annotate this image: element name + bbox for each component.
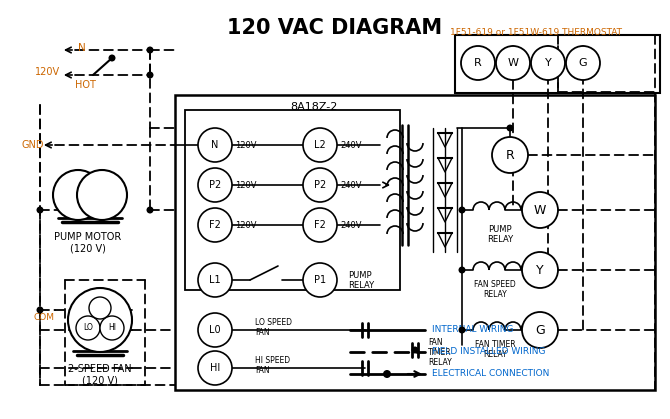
Circle shape: [461, 46, 495, 80]
Text: FAN SPEED: FAN SPEED: [474, 280, 516, 289]
Text: G: G: [579, 58, 588, 68]
Text: W: W: [507, 58, 519, 68]
Circle shape: [147, 47, 153, 54]
Text: Y: Y: [536, 264, 544, 277]
Text: F2: F2: [209, 220, 221, 230]
Text: FAN TIMER: FAN TIMER: [474, 340, 515, 349]
Circle shape: [198, 208, 232, 242]
Circle shape: [303, 128, 337, 162]
Circle shape: [198, 168, 232, 202]
Circle shape: [507, 124, 513, 132]
Text: L0: L0: [209, 325, 221, 335]
Text: W: W: [534, 204, 546, 217]
Text: L1: L1: [209, 275, 221, 285]
Text: 8A18Z-2: 8A18Z-2: [290, 102, 338, 112]
Text: G: G: [535, 323, 545, 336]
Circle shape: [36, 307, 44, 313]
Circle shape: [303, 208, 337, 242]
Text: FAN: FAN: [255, 328, 269, 337]
Text: R: R: [474, 58, 482, 68]
Text: FAN: FAN: [255, 366, 269, 375]
Bar: [455, 35, 660, 93]
Text: HI: HI: [108, 323, 116, 333]
Circle shape: [77, 170, 127, 220]
Circle shape: [496, 46, 530, 80]
Text: FAN: FAN: [428, 338, 443, 347]
Text: P1: P1: [314, 275, 326, 285]
Circle shape: [458, 326, 466, 334]
Text: Y: Y: [545, 58, 551, 68]
Text: RELAY: RELAY: [487, 235, 513, 244]
Text: FIELD INSTALLED WIRING: FIELD INSTALLED WIRING: [432, 347, 545, 357]
Circle shape: [411, 347, 419, 354]
Text: P2: P2: [209, 180, 221, 190]
Text: LO: LO: [83, 323, 93, 333]
Circle shape: [522, 312, 558, 348]
Circle shape: [198, 263, 232, 297]
Circle shape: [198, 313, 232, 347]
Text: N: N: [211, 140, 218, 150]
Circle shape: [76, 316, 100, 340]
Text: HOT: HOT: [75, 80, 96, 90]
Text: N: N: [78, 43, 86, 53]
Circle shape: [303, 263, 337, 297]
Text: F2: F2: [314, 220, 326, 230]
Text: 2-SPEED FAN
(120 V): 2-SPEED FAN (120 V): [68, 364, 132, 385]
Text: PUMP: PUMP: [488, 225, 512, 234]
Circle shape: [100, 316, 124, 340]
Text: L2: L2: [314, 140, 326, 150]
Circle shape: [147, 207, 153, 214]
Text: TIMER: TIMER: [428, 348, 452, 357]
Text: 120V: 120V: [235, 140, 257, 150]
Text: R: R: [506, 148, 515, 161]
Circle shape: [36, 207, 44, 214]
Circle shape: [109, 54, 115, 62]
Text: 120 VAC DIAGRAM: 120 VAC DIAGRAM: [227, 18, 443, 38]
Circle shape: [492, 137, 528, 173]
Text: 240V: 240V: [340, 181, 362, 189]
Text: HI SPEED: HI SPEED: [255, 356, 290, 365]
Circle shape: [198, 128, 232, 162]
Bar: [175, 95, 655, 390]
Text: 240V: 240V: [340, 140, 362, 150]
Text: ELECTRICAL CONNECTION: ELECTRICAL CONNECTION: [432, 370, 549, 378]
Circle shape: [458, 207, 466, 214]
Text: RELAY: RELAY: [348, 280, 374, 290]
Text: COM: COM: [34, 313, 55, 323]
Text: RELAY: RELAY: [428, 358, 452, 367]
Text: 1F51-619 or 1F51W-619 THERMOSTAT: 1F51-619 or 1F51W-619 THERMOSTAT: [450, 28, 622, 37]
Circle shape: [522, 252, 558, 288]
Text: 120V: 120V: [235, 181, 257, 189]
Text: RELAY: RELAY: [483, 290, 507, 299]
Circle shape: [383, 370, 391, 378]
Text: INTERNAL WIRING: INTERNAL WIRING: [432, 326, 513, 334]
Circle shape: [303, 168, 337, 202]
Text: 240V: 240V: [340, 220, 362, 230]
Circle shape: [458, 266, 466, 274]
Text: HI: HI: [210, 363, 220, 373]
Circle shape: [68, 288, 132, 352]
Text: PUMP: PUMP: [348, 271, 372, 279]
Circle shape: [89, 297, 111, 319]
Text: LO SPEED: LO SPEED: [255, 318, 292, 327]
Text: 120V: 120V: [235, 220, 257, 230]
Circle shape: [566, 46, 600, 80]
Circle shape: [147, 72, 153, 78]
Text: 120V: 120V: [35, 67, 60, 77]
Text: GND: GND: [22, 140, 44, 150]
Circle shape: [198, 351, 232, 385]
Text: PUMP MOTOR
(120 V): PUMP MOTOR (120 V): [54, 232, 122, 253]
Circle shape: [522, 192, 558, 228]
Circle shape: [53, 170, 103, 220]
Text: P2: P2: [314, 180, 326, 190]
Bar: [185, 110, 400, 290]
Circle shape: [531, 46, 565, 80]
Text: RELAY: RELAY: [483, 350, 507, 359]
